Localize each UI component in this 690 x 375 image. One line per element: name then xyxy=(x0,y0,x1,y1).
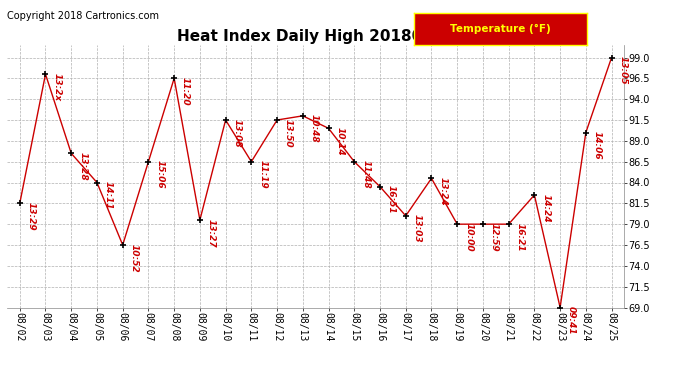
Text: 13:03: 13:03 xyxy=(413,214,422,243)
Text: 09:41: 09:41 xyxy=(567,306,576,335)
Text: 14:24: 14:24 xyxy=(542,194,551,222)
Text: 14:06: 14:06 xyxy=(593,131,602,160)
Text: 11:20: 11:20 xyxy=(181,77,190,106)
Text: 11:48: 11:48 xyxy=(362,160,371,189)
Text: 13:27: 13:27 xyxy=(207,219,216,247)
Text: 10:48: 10:48 xyxy=(310,114,319,143)
Text: 13:08: 13:08 xyxy=(233,118,241,147)
Text: 12:59: 12:59 xyxy=(490,223,499,251)
Text: 10:52: 10:52 xyxy=(130,244,139,272)
Text: 16:21: 16:21 xyxy=(515,223,524,251)
Text: 14:11: 14:11 xyxy=(104,181,113,210)
Title: Heat Index Daily High 20180826: Heat Index Daily High 20180826 xyxy=(177,29,454,44)
Text: Temperature (°F): Temperature (°F) xyxy=(450,24,551,34)
Text: 13:2x: 13:2x xyxy=(52,73,61,101)
Text: 13:24: 13:24 xyxy=(438,177,447,206)
Text: 16:51: 16:51 xyxy=(387,185,396,214)
Text: 10:14: 10:14 xyxy=(335,127,344,156)
Text: 13:29: 13:29 xyxy=(27,202,36,231)
Text: Copyright 2018 Cartronics.com: Copyright 2018 Cartronics.com xyxy=(7,11,159,21)
Text: 13:50: 13:50 xyxy=(284,118,293,147)
Text: 13:05: 13:05 xyxy=(618,56,627,85)
Text: 11:19: 11:19 xyxy=(258,160,267,189)
Text: 15:06: 15:06 xyxy=(155,160,164,189)
Text: 13:28: 13:28 xyxy=(78,152,87,181)
Text: 10:00: 10:00 xyxy=(464,223,473,251)
